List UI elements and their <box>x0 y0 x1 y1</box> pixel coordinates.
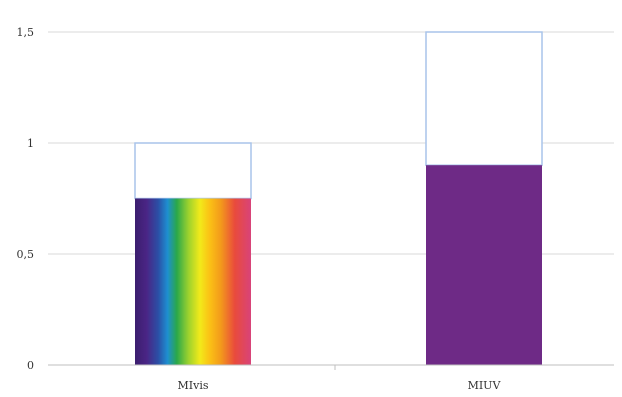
bar-segment-lower <box>426 165 542 365</box>
bar-segment-upper <box>134 142 252 200</box>
y-tick-label: 0,5 <box>17 248 35 261</box>
y-tick-label: 1,5 <box>17 26 35 39</box>
x-tick-label: MIUV <box>468 379 502 392</box>
bars <box>134 31 543 365</box>
y-tick-label: 0 <box>27 359 34 372</box>
bar-segment-upper <box>425 31 543 166</box>
axes: 0 0,5 1 1,5 MIvis MIUV <box>17 26 614 392</box>
y-tick-label: 1 <box>27 137 34 150</box>
x-tick-label: MIvis <box>178 379 209 392</box>
bar-segment-lower <box>135 198 251 365</box>
